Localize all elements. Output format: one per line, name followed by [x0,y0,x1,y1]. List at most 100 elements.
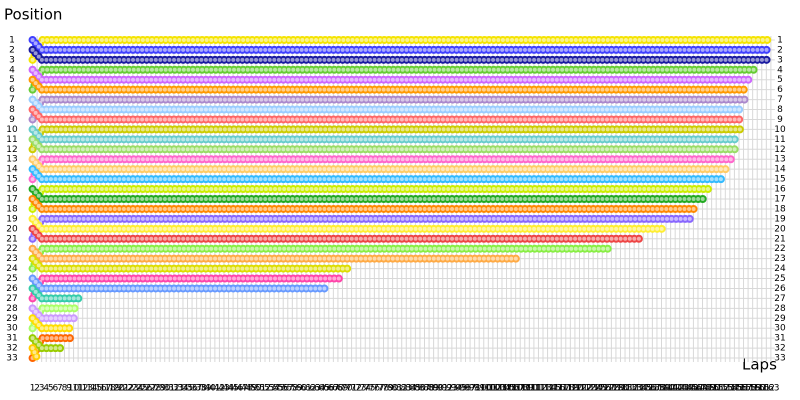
x-tick-label: 136 [639,384,656,394]
x-tick-label: 58 [287,384,299,394]
x-tick-label: 22 [123,384,134,394]
x-tick-label: 148 [694,384,711,394]
x-tick-label: 66 [323,384,335,394]
driver-marker-fill [30,47,773,62]
x-axis-title: Laps [742,356,777,374]
x-tick-label: 119 [562,384,579,394]
x-tick-label: 90 [432,384,444,394]
x-tick-label: 19 [109,384,121,394]
x-tick-label: 149 [698,384,715,394]
x-tick-label: 6 [52,384,58,394]
y-tick-label-right: 24 [774,264,786,274]
x-tick-label: 75 [364,384,375,394]
x-tick-label: 128 [603,384,620,394]
driver-marker-fill [30,286,85,301]
x-tick-label: 3 [39,384,45,394]
x-tick-label: 155 [726,384,743,394]
x-tick-label: 135 [635,384,652,394]
x-tick-label: 2 [34,384,40,394]
x-tick-label: 143 [671,384,688,394]
x-tick-label: 59 [291,384,303,394]
x-tick-label: 10 [68,384,80,394]
x-tick-label: 96 [460,384,472,394]
x-tick-label: 36 [186,384,198,394]
x-tick-label: 55 [273,384,284,394]
x-tick-label: 29 [154,384,166,394]
x-tick-label: 121 [571,384,588,394]
y-tick-label-right: 20 [774,224,786,234]
y-tick-label-right: 28 [774,304,786,314]
x-tick-label: 14 [86,384,98,394]
x-tick-label: 147 [689,384,706,394]
x-tick-label: 109 [516,384,533,394]
x-tick-label: 163 [762,384,779,394]
x-tick-label: 152 [712,384,729,394]
x-tick-label: 37 [191,384,202,394]
x-tick-label: 32 [168,384,179,394]
x-tick-label: 127 [598,384,615,394]
x-tick-label: 73 [355,384,366,394]
driver-marker-fill [30,97,746,112]
y-tick-label: 23 [6,254,17,264]
x-tick-label: 23 [127,384,138,394]
x-tick-label: 72 [350,384,361,394]
y-tick-label: 33 [6,354,17,364]
y-tick-label: 32 [6,344,17,354]
driver-marker-fill [30,197,700,211]
y-tick-label: 16 [6,185,18,195]
y-tick-label-right: 6 [777,85,783,95]
x-tick-label: 120 [566,384,583,394]
y-tick-label-right: 18 [774,204,786,214]
x-tick-label: 97 [464,384,475,394]
x-tick-label: 131 [616,384,633,394]
driver-marker-fill [30,226,646,241]
x-tick-label: 145 [680,384,697,394]
y-axis-title: Position [4,6,62,24]
x-tick-label: 118 [557,384,574,394]
x-tick-label: 91 [437,384,448,394]
x-tick-label: 108 [512,384,529,394]
driver-marker-fill [30,306,81,321]
x-tick-label: 64 [314,384,326,394]
y-tick-label: 5 [9,75,15,85]
y-tick-label-right: 16 [774,185,786,195]
y-tick-label: 9 [9,115,15,125]
x-tick-label: 24 [132,384,144,394]
x-tick-label: 129 [607,384,624,394]
x-tick-label: 158 [740,384,757,394]
x-tick-label: 60 [296,384,308,394]
x-tick-label: 151 [708,384,725,394]
x-tick-label: 87 [419,384,430,394]
x-tick-label: 5 [48,384,54,394]
y-tick-label-right: 11 [774,135,785,145]
x-tick-label: 93 [446,384,457,394]
x-tick-label: 162 [758,384,775,394]
driver-marker-fill [30,246,523,261]
x-tick-label: 95 [455,384,466,394]
y-tick-label: 18 [6,204,18,214]
driver-marker-fill [30,256,354,271]
x-tick-label: 30 [159,384,171,394]
x-tick-label: 122 [575,384,592,394]
x-tick-label: 61 [300,384,311,394]
x-tick-label: 144 [676,384,693,394]
y-tick-label-right: 21 [774,234,785,244]
y-tick-label: 8 [9,105,15,115]
x-tick-label: 76 [369,384,381,394]
x-tick-label: 25 [136,384,147,394]
x-tick-label: 79 [382,384,394,394]
x-tick-label: 54 [268,384,280,394]
y-tick-label: 29 [6,314,18,324]
x-tick-label: 140 [657,384,674,394]
y-tick-label: 25 [6,274,17,284]
y-tick-label: 21 [6,234,17,244]
y-tick-label: 24 [6,264,18,274]
x-tick-label: 45 [227,384,238,394]
x-tick-label: 113 [534,384,551,394]
x-tick-label: 57 [282,384,293,394]
x-tick-label: 150 [703,384,720,394]
x-tick-label: 83 [401,384,412,394]
x-tick-label: 133 [626,384,643,394]
y-tick-label: 10 [6,125,18,135]
x-tick-label: 101 [480,384,497,394]
